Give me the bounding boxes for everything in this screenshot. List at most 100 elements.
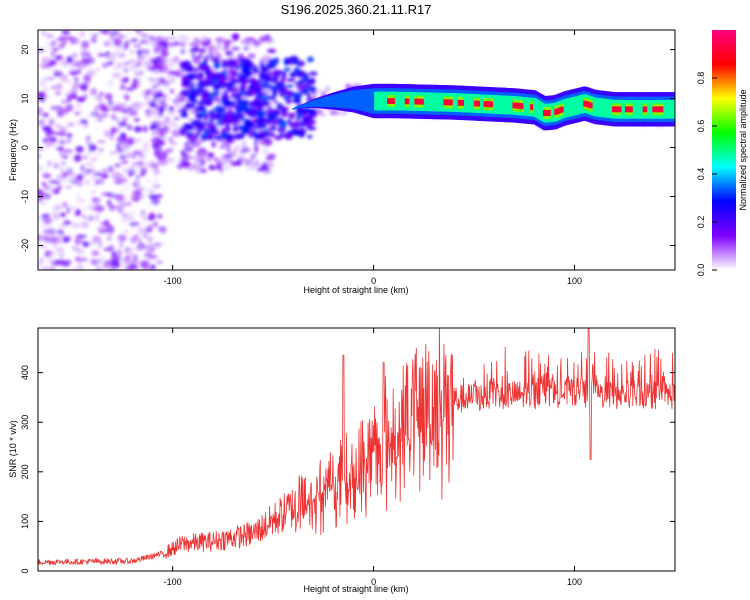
- spectrogram-ridge-cell: [424, 92, 428, 112]
- spectrogram-cell: [50, 106, 60, 112]
- spectrogram-cell: [150, 163, 159, 169]
- spectrogram-cell: [90, 39, 98, 44]
- spectrogram-cell: [230, 118, 241, 125]
- spectrogram-cell: [152, 47, 160, 52]
- spectrogram-cell: [308, 113, 318, 118]
- spectrogram-frame: [37, 29, 676, 271]
- spectrogram-ridge-cell: [459, 99, 463, 106]
- spectrogram-cell: [46, 184, 56, 192]
- spectrogram-ridge-cell: [499, 95, 503, 115]
- spectrogram-ridge-cell: [657, 106, 661, 113]
- spectrogram-cell: [101, 192, 112, 196]
- spectrogram-cell: [118, 201, 124, 206]
- spectrogram-ridge-cell: [520, 103, 524, 110]
- spectrogram-cell: [122, 197, 129, 201]
- snr-plot-area: [38, 328, 675, 571]
- spectrogram-cell: [203, 129, 210, 135]
- spectrogram-cell: [151, 139, 157, 143]
- snr-y-tick-label: 0: [20, 568, 30, 573]
- spectrogram-cell: [106, 79, 115, 87]
- spectrogram-cell: [282, 73, 287, 80]
- spectrogram-cell: [251, 118, 257, 124]
- spectrogram-cell: [180, 90, 186, 97]
- spectrogram-cell: [137, 160, 144, 165]
- spectrogram-ridge-cell: [496, 95, 500, 114]
- spectrogram-cell: [150, 197, 160, 205]
- spectrogram-ridge-cell: [581, 94, 585, 114]
- spectrogram-ridge-cell: [493, 95, 497, 114]
- spectrogram-ridge-cell: [456, 93, 460, 112]
- spectrogram-cell: [74, 111, 81, 116]
- spectrogram-cell: [226, 158, 234, 163]
- spectrogram-cell: [239, 150, 245, 155]
- spectrogram-ridge-cell: [507, 95, 511, 115]
- snr-x-tick-label: 0: [371, 577, 376, 587]
- spectrogram-cell: [159, 121, 168, 126]
- spectrogram-cell: [197, 47, 207, 54]
- spectrogram-ridge-cell: [297, 106, 301, 108]
- spectrogram-ridge-cell: [451, 93, 455, 112]
- spectrogram-cell: [57, 146, 65, 151]
- spectrogram-cell: [69, 66, 77, 71]
- spectrogram-cell: [146, 257, 155, 261]
- spectrogram-cell: [278, 71, 288, 75]
- spectrogram-ridge-cell: [562, 99, 566, 119]
- spectrogram-cell: [133, 260, 140, 265]
- spectrogram-cell: [238, 64, 249, 69]
- spectrogram-cell: [150, 121, 160, 129]
- spectrogram-cell: [124, 255, 130, 261]
- spectrogram-cell: [242, 91, 248, 97]
- spectrogram-cell: [202, 150, 210, 156]
- spectrogram-cell: [77, 258, 82, 267]
- spectrogram-cell: [308, 71, 318, 76]
- spectrogram-cell: [198, 61, 207, 66]
- spectrogram-cell: [89, 243, 98, 247]
- spectrogram-cell: [129, 49, 135, 54]
- spectrogram-cell: [231, 78, 236, 84]
- spectrogram-ridge-cell: [542, 110, 546, 116]
- spectrogram-ridge-cell: [644, 106, 648, 113]
- spectrogram-cell: [188, 42, 198, 46]
- spectrogram-cell: [95, 105, 103, 111]
- spectrogram-cell: [159, 58, 168, 65]
- spectrogram-cell: [170, 141, 178, 146]
- spectrogram-ridge-cell: [306, 102, 310, 108]
- spectrogram-cell: [221, 154, 232, 159]
- spectrogram-ridge-cell: [515, 102, 519, 109]
- spectrogram-cell: [218, 102, 223, 108]
- spectrogram-cell: [219, 46, 229, 51]
- spectrogram-cell: [249, 77, 257, 83]
- spectrogram-cell: [101, 168, 109, 175]
- spectrogram-cell: [166, 77, 171, 81]
- spectrogram-cell: [305, 116, 312, 121]
- spectrogram-cell: [94, 217, 99, 222]
- spectrogram-cell: [38, 235, 43, 242]
- colorbar-tick-label: 0.8: [696, 72, 706, 85]
- spectrogram-cell: [272, 89, 278, 98]
- spectrogram-cell: [80, 221, 89, 229]
- spectrogram-cell: [287, 112, 296, 117]
- spectrogram-cell: [85, 168, 92, 173]
- spectrogram-ridge-cell: [480, 94, 484, 114]
- spectrogram-cell: [201, 94, 209, 103]
- spectrogram-cell: [251, 108, 259, 115]
- spectrogram-cell: [54, 55, 61, 60]
- spectrogram-cell: [87, 183, 97, 188]
- spectrogram-cell: [62, 236, 70, 243]
- spectrogram-cell: [268, 131, 275, 138]
- spectrogram-cell: [126, 124, 133, 131]
- spectrogram-cell: [56, 110, 65, 118]
- spectrogram-ridge-cell: [356, 89, 360, 111]
- spectrogram-ridge-cell: [645, 100, 649, 119]
- spectrogram-cell: [164, 135, 169, 143]
- spectrogram-cell: [68, 204, 77, 210]
- spectrogram-ridge-cell: [452, 93, 456, 112]
- spectrogram-ridge-cell: [560, 106, 564, 113]
- spectrogram-cell: [182, 49, 191, 55]
- spectrogram-cell: [307, 56, 314, 63]
- spectrogram-ridge-cell: [391, 98, 395, 104]
- spectrogram-cell: [133, 145, 140, 150]
- spectrogram-ridge-cell: [579, 95, 583, 114]
- spectrogram-cell: [141, 102, 149, 106]
